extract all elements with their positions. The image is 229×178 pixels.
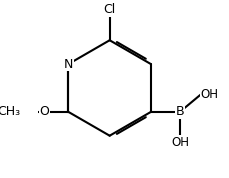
- Text: OH: OH: [199, 88, 218, 101]
- Text: O: O: [39, 105, 49, 118]
- Text: OH: OH: [170, 136, 188, 149]
- Text: B: B: [175, 105, 183, 118]
- Text: Cl: Cl: [103, 3, 115, 16]
- Text: CH₃: CH₃: [0, 105, 21, 118]
- Text: N: N: [63, 58, 73, 71]
